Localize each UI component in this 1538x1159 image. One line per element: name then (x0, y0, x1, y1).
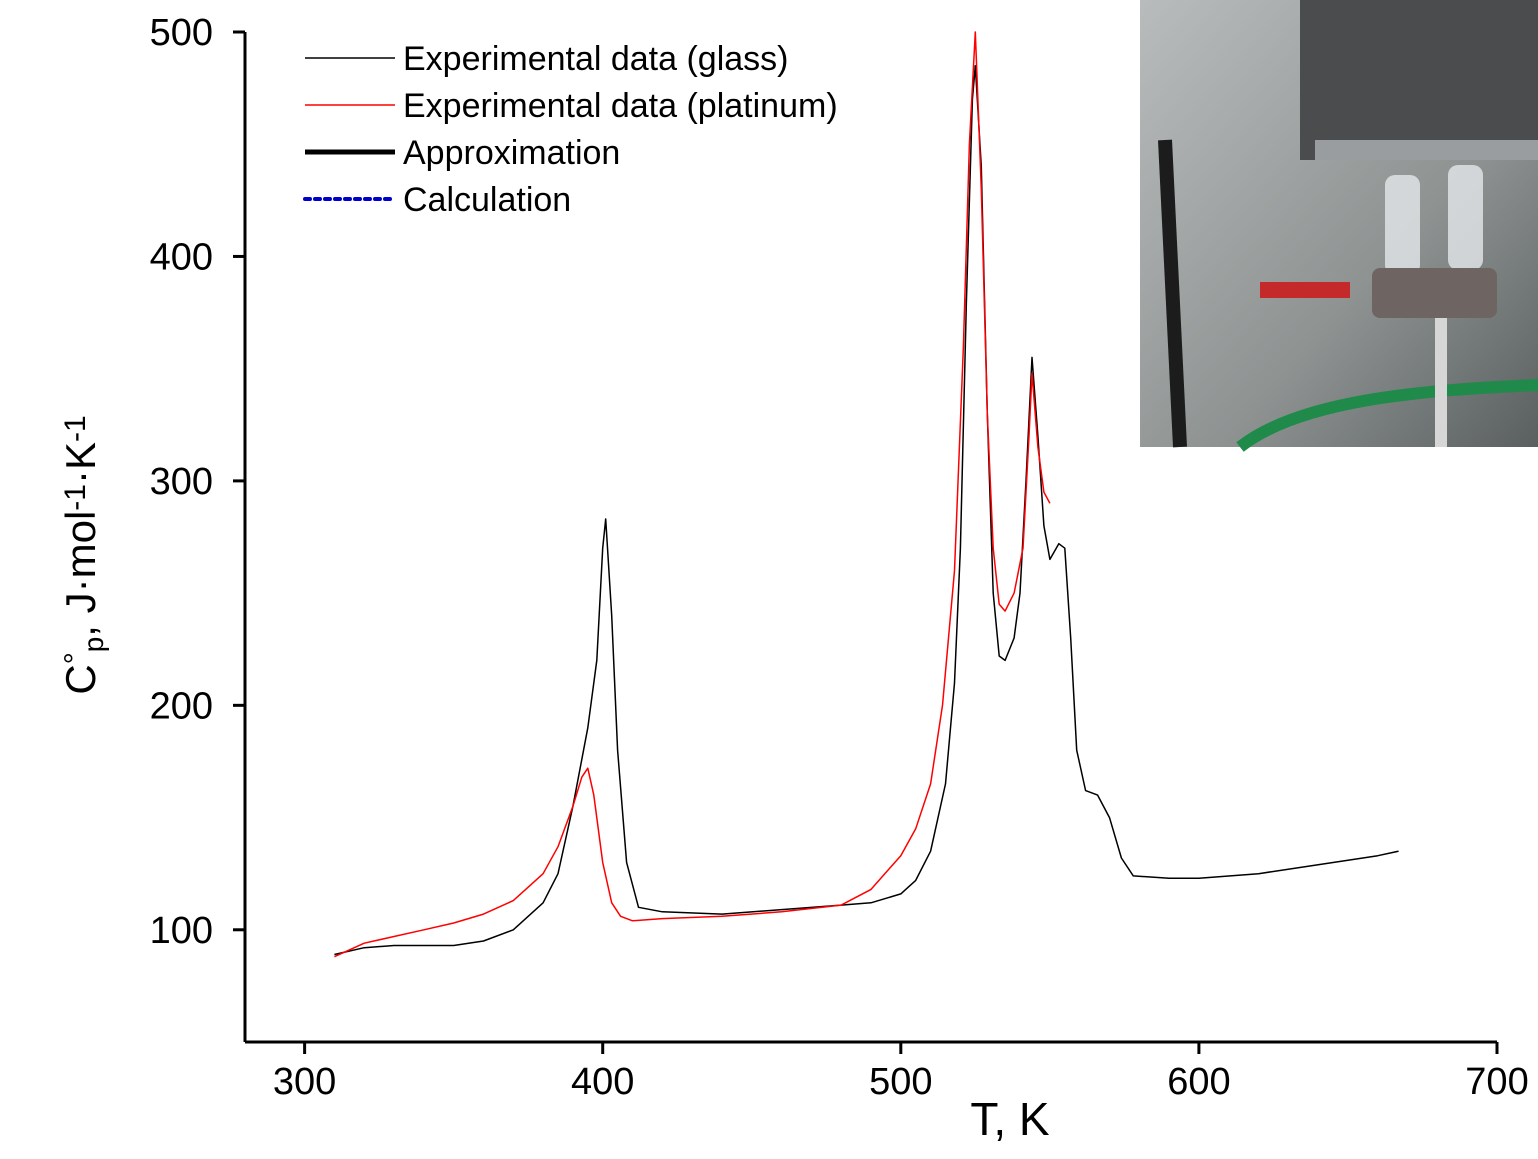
y-tick-label: 200 (150, 685, 213, 727)
x-tick-label: 600 (1167, 1061, 1230, 1103)
y-axis-label-part: ° (59, 652, 92, 664)
y-axis-label-part: C (57, 664, 104, 694)
y-axis-label-part: , J·mol (57, 511, 104, 637)
y-axis-label: C°p, J·mol-1·K-1 (57, 415, 109, 694)
x-tick-label: 400 (571, 1061, 634, 1103)
y-axis-label-part: ·K (57, 442, 104, 484)
x-tick-label: 700 (1465, 1061, 1528, 1103)
x-tick-label: 500 (869, 1061, 932, 1103)
y-axis-label-part: -1 (59, 484, 92, 511)
legend-label: Experimental data (glass) (403, 40, 789, 78)
x-tick-label: 300 (273, 1061, 336, 1103)
legend-label: Experimental data (platinum) (403, 87, 838, 125)
x-axis-label: T, K (970, 1093, 1050, 1145)
inset-photo (1140, 0, 1538, 452)
y-axis-label-part: -1 (59, 415, 92, 442)
y-tick-label: 500 (150, 12, 213, 54)
y-tick-label: 300 (150, 461, 213, 503)
legend-label: Approximation (403, 134, 620, 172)
y-axis-label-part: p (78, 637, 109, 653)
series-line (334, 31, 1051, 958)
legend-label: Calculation (403, 181, 571, 219)
y-tick-label: 400 (150, 236, 213, 278)
series-line (334, 64, 1399, 956)
y-tick-label: 100 (150, 910, 213, 952)
